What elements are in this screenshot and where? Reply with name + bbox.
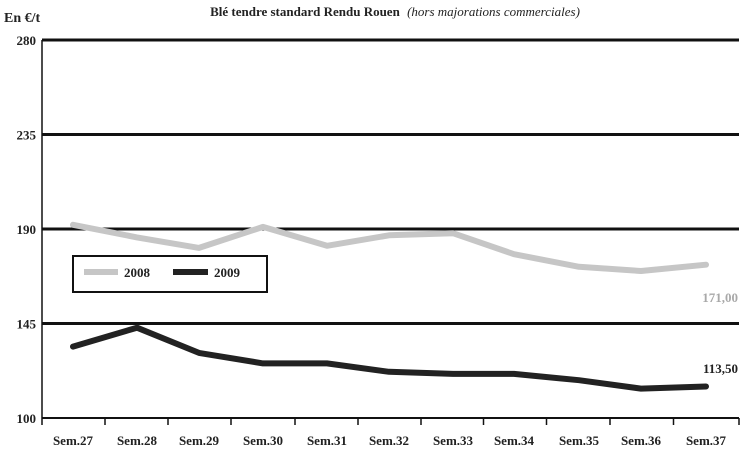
chart-subtitle: (hors majorations commerciales) [407,4,580,19]
y-tick-190: 190 [17,222,37,237]
x-tick-label: Sem.37 [686,433,727,448]
end-label-2009: 113,50 [703,361,738,376]
x-tick-label: Sem.29 [179,433,220,448]
y-tick-100: 100 [17,411,37,426]
x-tick-label: Sem.33 [433,433,474,448]
series-line-2009 [70,324,709,392]
x-tick-label: Sem.34 [494,433,535,448]
gridlines [41,38,739,419]
legend-label-2008: 2008 [124,265,151,280]
y-axis-label: En €/t [4,11,41,26]
end-label-2008: 171,00 [702,290,738,305]
x-tick-labels: Sem.27 Sem.28 Sem.29 Sem.30 Sem.31 Sem.32 Sem.… [41,418,740,448]
x-tick-label: Sem.27 [53,433,94,448]
x-tick-label: Sem.36 [621,433,662,448]
x-tick-label: Sem.30 [243,433,283,448]
end-labels: 171,00 113,50 [702,290,738,376]
legend: 2008 2009 [72,255,268,293]
chart-title: Blé tendre standard Rendu Rouen (hors ma… [210,4,580,19]
x-tick-label: Sem.28 [117,433,158,448]
series-lines [70,221,709,392]
y-tick-280: 280 [17,33,37,48]
y-tick-labels: 100 145 190 235 280 [17,33,37,426]
legend-label-2009: 2009 [214,265,241,280]
x-tick-label: Sem.31 [307,433,347,448]
x-tick-label: Sem.32 [369,433,409,448]
y-tick-235: 235 [17,128,37,143]
chart-title-main: Blé tendre standard Rendu Rouen [210,4,401,19]
x-tick-label: Sem.35 [559,433,600,448]
y-tick-145: 145 [17,317,37,332]
